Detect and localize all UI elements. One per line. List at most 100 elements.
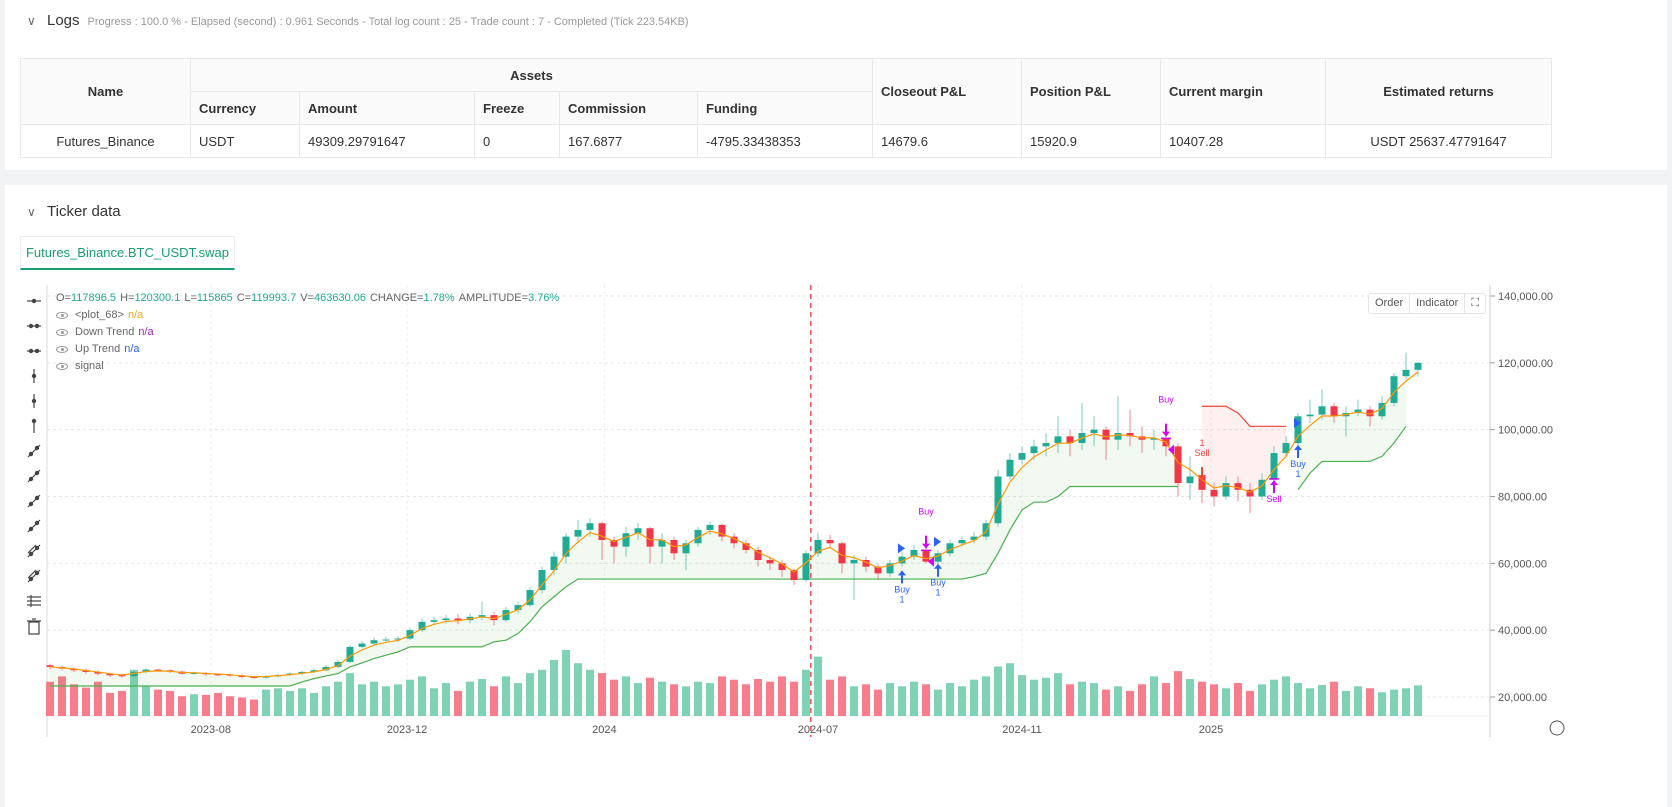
- col-returns: Estimated returns: [1325, 58, 1552, 125]
- candle-body: [1114, 433, 1122, 440]
- parallel-channel-icon[interactable]: [24, 541, 44, 561]
- candle-body: [442, 618, 450, 621]
- col-margin: Current margin: [1160, 58, 1326, 125]
- fib-channel-icon[interactable]: [24, 566, 44, 586]
- candle-body: [754, 549, 762, 560]
- logs-title: Logs: [47, 12, 80, 29]
- chevron-down-icon[interactable]: ∨: [27, 205, 36, 219]
- candle-body: [370, 640, 378, 644]
- candle-body: [586, 523, 594, 530]
- candle-body: [1222, 483, 1230, 497]
- legend-signal[interactable]: signal: [56, 360, 104, 372]
- horizontal-ray-icon[interactable]: [24, 341, 44, 361]
- volume-bar: [274, 688, 282, 716]
- candle-body: [478, 615, 486, 617]
- candle-body: [1042, 443, 1050, 447]
- volume-bar: [982, 676, 990, 716]
- tab-btc-usdt-swap[interactable]: Futures_Binance.BTC_USDT.swap: [20, 236, 235, 270]
- volume-value: 463630.06: [313, 292, 366, 304]
- signal-label: 1: [1199, 438, 1204, 448]
- ray-icon[interactable]: [24, 466, 44, 486]
- candle-body: [214, 674, 222, 676]
- volume-bar: [1114, 686, 1122, 716]
- candle-body: [718, 524, 726, 537]
- volume-bar: [154, 689, 162, 716]
- chevron-down-icon[interactable]: ∨: [27, 14, 36, 28]
- y-tick-label: 20,000.00: [1498, 692, 1547, 704]
- volume-bar: [1078, 681, 1086, 716]
- volume-bar: [1390, 689, 1398, 716]
- candle-body: [1150, 438, 1158, 440]
- l-label: L=: [184, 292, 197, 304]
- candle-body: [646, 528, 654, 547]
- candle-body: [1306, 414, 1314, 417]
- extended-line-icon[interactable]: [24, 491, 44, 511]
- candle-body: [862, 559, 870, 567]
- volume-bar: [946, 683, 954, 716]
- ticker-title: Ticker data: [47, 203, 121, 220]
- ma-line-plot-68: [49, 371, 1419, 678]
- volume-bar: [346, 673, 354, 716]
- fullscreen-icon[interactable]: ⛶: [1471, 297, 1480, 309]
- volume-bar: [322, 686, 330, 716]
- volume-bar: [1030, 679, 1038, 716]
- candle-body: [1234, 483, 1242, 490]
- signal-label: Buy: [918, 507, 934, 517]
- eye-icon[interactable]: [56, 328, 68, 336]
- vertical-line-icon[interactable]: [24, 366, 44, 386]
- signal-label: 1: [899, 594, 904, 604]
- reset-chart-icon: [1549, 720, 1565, 736]
- vertical-segment-icon[interactable]: [24, 416, 44, 436]
- volume-bar: [394, 684, 402, 716]
- candle-body: [982, 523, 990, 537]
- ticker-header[interactable]: ∨ Ticker data: [27, 203, 121, 220]
- signal-arrow-up-icon: [934, 563, 942, 577]
- volume-bar: [358, 684, 366, 716]
- col-assets: Assets: [190, 58, 873, 92]
- volume-bar: [214, 692, 222, 716]
- candle-body: [1174, 446, 1182, 484]
- high-value: 120300.1: [134, 292, 181, 304]
- eye-icon[interactable]: [56, 362, 68, 370]
- downtrend-fill: [1202, 406, 1286, 493]
- ohlc-readout: O= 117896.5 H= 120300.1 L= 115865 C= 119993.…: [56, 292, 559, 304]
- volume-bar: [178, 696, 186, 716]
- candle-body: [970, 536, 978, 540]
- cell-name: Futures_Binance: [20, 124, 191, 158]
- volume-bar: [1174, 671, 1182, 716]
- horizontal-line-icon[interactable]: [24, 316, 44, 336]
- legend-up-trend[interactable]: Up Trend n/a: [56, 343, 140, 355]
- volume-bar: [430, 688, 438, 716]
- candle-body: [82, 670, 90, 672]
- col-name: Name: [20, 58, 191, 125]
- volume-bar: [670, 684, 678, 716]
- volume-bar: [826, 679, 834, 716]
- candle-body: [430, 620, 438, 622]
- grid-lines-icon[interactable]: [24, 591, 44, 611]
- volume-bar: [1186, 679, 1194, 716]
- trash-icon[interactable]: [24, 616, 44, 636]
- eye-icon[interactable]: [56, 311, 68, 319]
- candle-body: [742, 543, 750, 550]
- price-range-icon[interactable]: [24, 516, 44, 536]
- candle-body: [874, 566, 882, 574]
- legend-label: signal: [75, 360, 104, 372]
- legend-down-trend[interactable]: Down Trend n/a: [56, 326, 154, 338]
- signal-label: Buy: [930, 578, 946, 588]
- candle-body: [454, 618, 462, 621]
- logs-header[interactable]: ∨ Logs Progress : 100.0 % - Elapsed (sec…: [27, 12, 689, 29]
- signal-arrow-up-icon: [898, 570, 906, 584]
- volume-bar: [574, 663, 582, 716]
- indicator-button[interactable]: Indicator: [1410, 294, 1466, 313]
- order-button[interactable]: Order: [1369, 294, 1411, 313]
- volume-bar: [970, 679, 978, 716]
- eye-icon[interactable]: [56, 345, 68, 353]
- close-value: 119993.7: [251, 292, 297, 304]
- cursor-icon[interactable]: [24, 291, 44, 311]
- candle-body: [550, 556, 558, 571]
- trend-line-icon[interactable]: [24, 441, 44, 461]
- cross-line-icon[interactable]: [24, 391, 44, 411]
- candle-body: [1066, 436, 1074, 444]
- legend-plot-68[interactable]: <plot_68> n/a: [56, 309, 143, 321]
